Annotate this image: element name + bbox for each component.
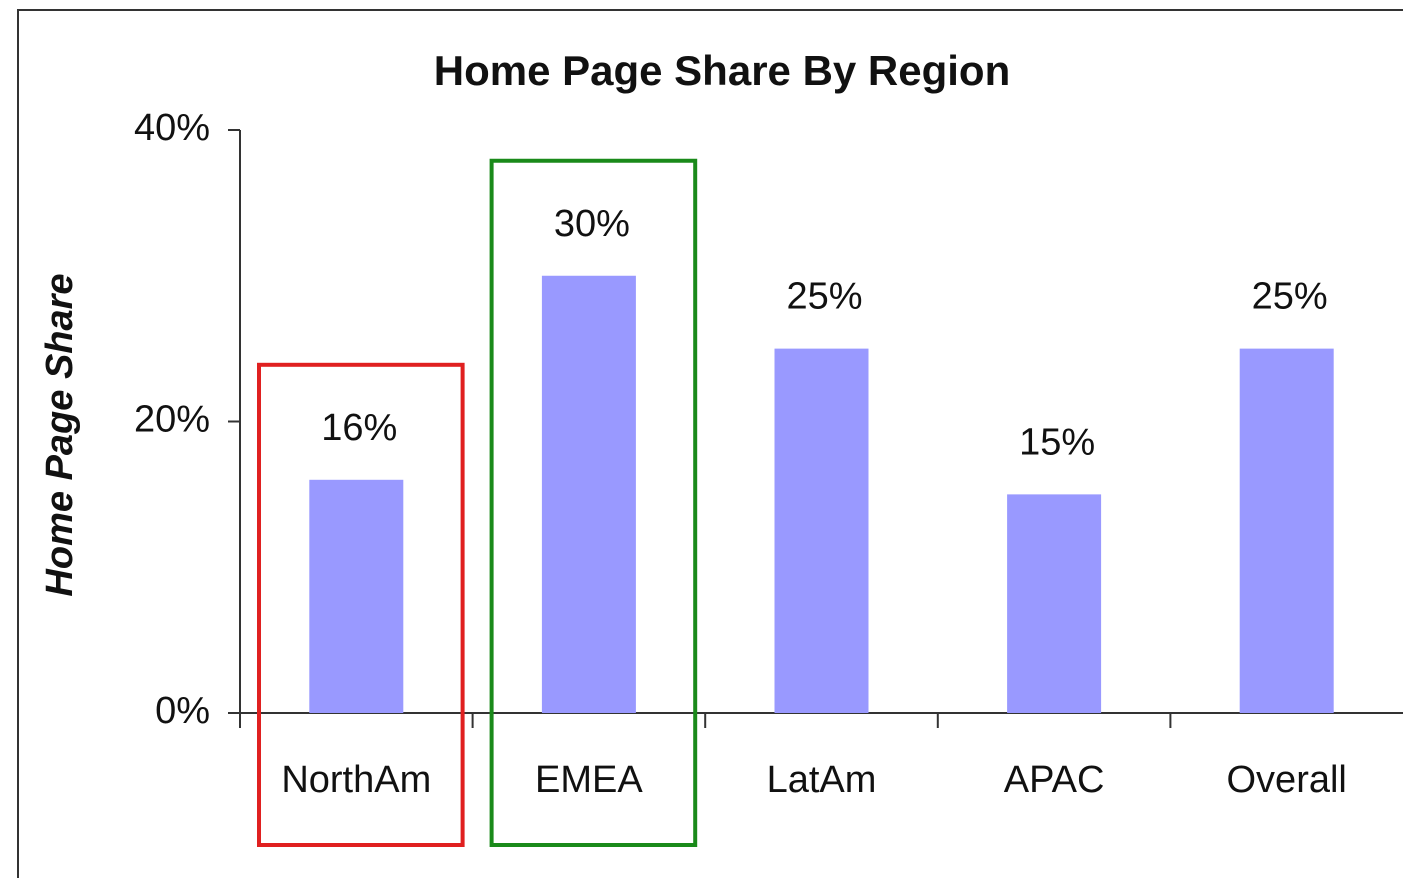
y-tick-label: 40%: [134, 107, 210, 149]
x-tick-label: NorthAm: [281, 759, 431, 801]
value-label: 30%: [554, 203, 630, 245]
x-tick-label: APAC: [1004, 759, 1105, 801]
bar: [541, 275, 636, 713]
value-label: 25%: [1252, 276, 1328, 318]
bar: [1239, 348, 1334, 713]
x-tick-label: Overall: [1227, 759, 1347, 801]
highlight-box: [257, 362, 465, 847]
y-tick-label: 20%: [134, 399, 210, 441]
bar: [1007, 494, 1102, 713]
y-axis-label: Home Page Share: [39, 273, 81, 596]
y-tick-label: 0%: [155, 690, 210, 732]
bar: [309, 479, 404, 713]
highlight-box: [489, 158, 698, 847]
x-tick-label: EMEA: [535, 759, 643, 801]
chart-frame: [17, 9, 1403, 878]
value-label: 25%: [786, 276, 862, 318]
value-label: 15%: [1019, 421, 1095, 463]
x-tick-label: LatAm: [767, 759, 877, 801]
value-label: 16%: [321, 407, 397, 449]
bar: [774, 348, 869, 713]
chart-title: Home Page Share By Region: [434, 47, 1011, 94]
